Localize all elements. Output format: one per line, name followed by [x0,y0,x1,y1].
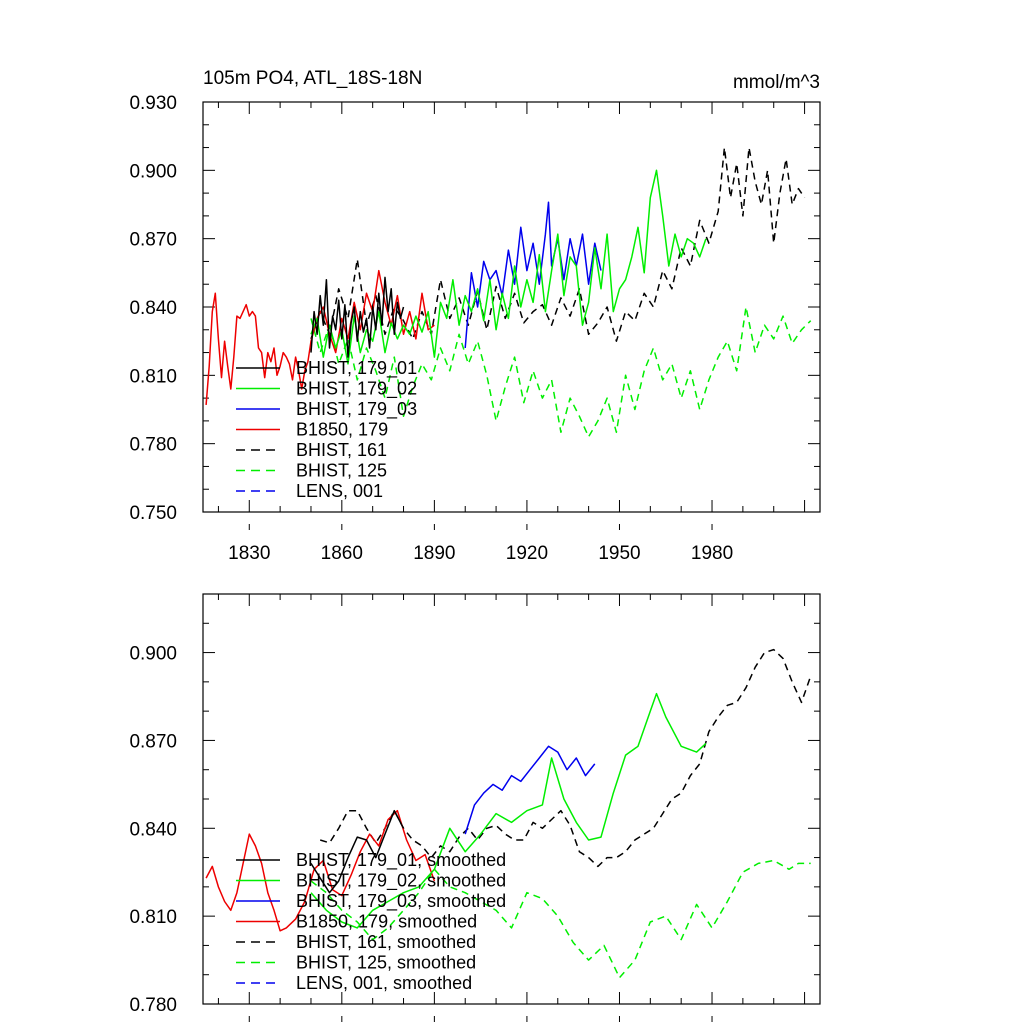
legend-label: B1850, 179, smoothed [296,912,477,932]
legend-label: BHIST, 125, smoothed [296,953,476,973]
y-tick-label: 0.900 [129,644,177,665]
legend-label: BHIST, 125 [296,461,387,481]
top-plot-frame [202,101,821,513]
y-tick-label: 0.750 [129,503,177,524]
top-axes: 0.750 0.780 0.810 0.840 0.870 0.900 0.930 1830 1… [129,93,820,564]
bottom-plot-frame [202,593,821,1005]
series-line [205,269,435,405]
x-tick-label: 1860 [321,543,363,564]
legend-label: LENS, 001 [296,481,383,501]
top-series-lines [205,146,812,438]
chart-title: 105m PO4, ATL_18S-18N [203,68,422,89]
series-line [464,201,602,349]
bottom-series-lines [205,648,812,979]
series-line [310,276,405,358]
series-line [464,745,596,835]
y-tick-label: 0.810 [129,907,177,928]
chart-units: mmol/m^3 [733,72,820,93]
x-tick-label: 1950 [598,543,640,564]
y-tick-label: 0.900 [129,161,177,182]
x-tick-label: 1980 [691,543,733,564]
y-tick-label: 0.840 [129,819,177,840]
legend-label: BHIST, 179_02 [296,379,417,400]
legend-label: BHIST, 161, smoothed [296,932,476,952]
series-line [310,809,405,894]
x-tick-label: 1830 [228,543,270,564]
y-tick-label: 0.840 [129,298,177,319]
legend-label: B1850, 179 [296,420,388,440]
legend-label: BHIST, 179_01, smoothed [296,850,506,871]
series-line [310,692,707,929]
x-tick-label: 1920 [506,543,548,564]
legend-label: BHIST, 179_03, smoothed [296,891,506,912]
y-tick-label: 0.870 [129,731,177,752]
legend-label: BHIST, 179_02, smoothed [296,871,506,892]
legend-label: LENS, 001, smoothed [296,973,472,993]
series-line [310,859,811,979]
legend-label: BHIST, 179_03 [296,399,417,420]
y-tick-label: 0.780 [129,435,177,456]
series-line [205,809,436,932]
y-tick-label: 0.810 [129,366,177,387]
x-tick-label: 1890 [413,543,455,564]
series-line [310,306,812,438]
y-tick-label: 0.780 [129,995,177,1016]
y-tick-label: 0.870 [129,230,177,251]
y-tick-label: 0.930 [129,93,177,114]
legend-label: BHIST, 179_01 [296,358,417,379]
legend-label: BHIST, 161 [296,440,387,460]
top-chart-panel: 105m PO4, ATL_18S-18N mmol/m^3 0.750 0.78… [129,68,821,564]
bottom-chart-panel: 0.780 0.810 0.840 0.870 0.900 BHIST, 179_01,… [129,593,821,1022]
